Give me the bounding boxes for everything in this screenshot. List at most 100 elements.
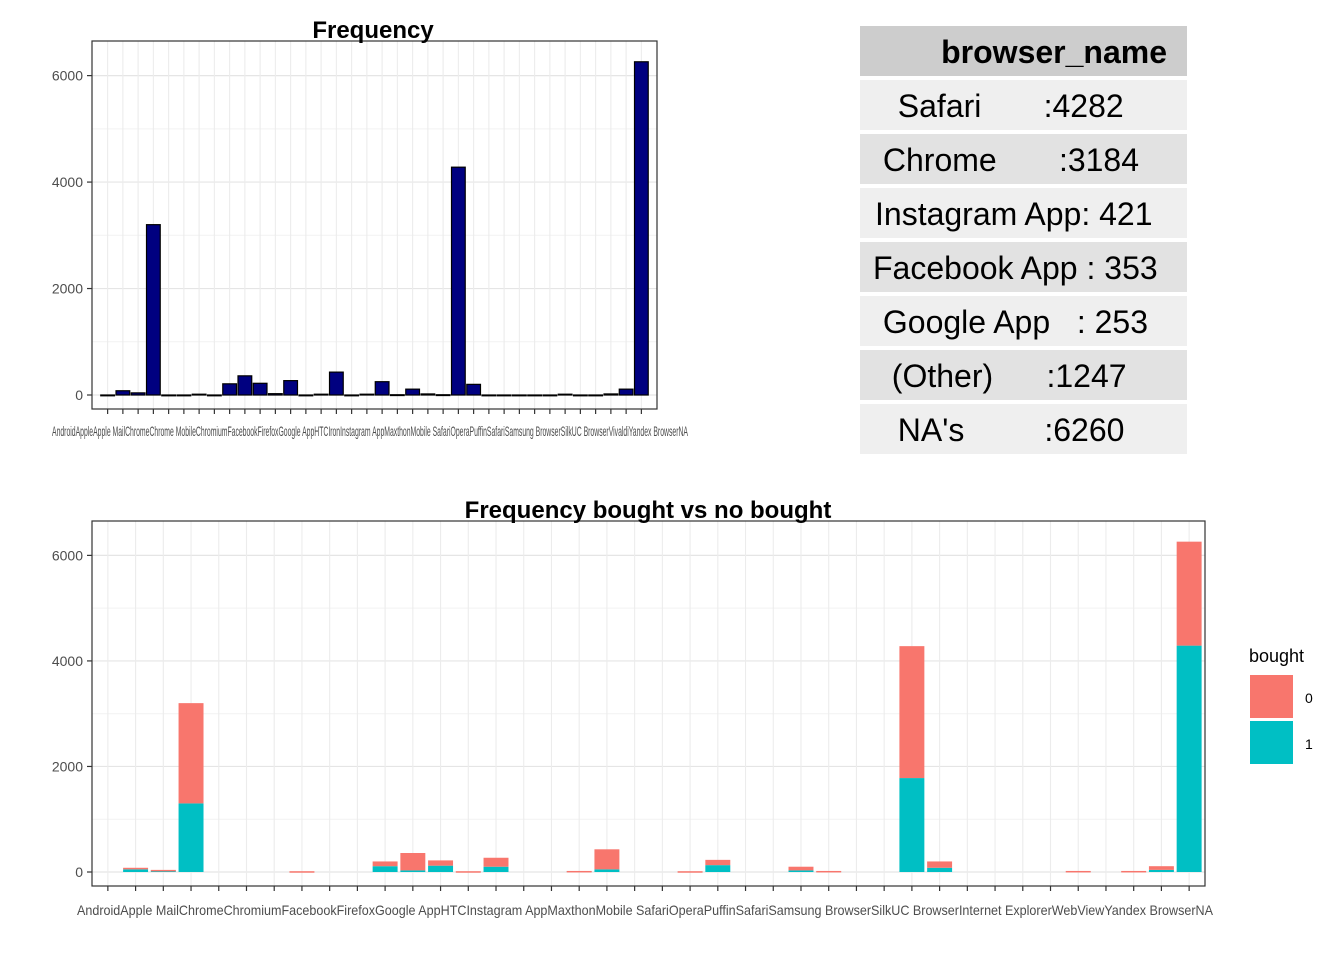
frequency-y-tick-label: 0: [75, 387, 83, 403]
bought-bar-segment-1: [123, 869, 149, 872]
bought-bar-segment-0: [1121, 870, 1147, 873]
frequency-x-tick-labels: AndroidAppleApple MailChromeChrome Mobil…: [52, 423, 688, 439]
frequency-bars: [100, 61, 649, 397]
bought-bar-segment-0: [927, 861, 953, 868]
frequency-bar: [542, 394, 558, 397]
summary-header: browser_name: [860, 26, 1187, 76]
bought-bar-segment-0: [123, 867, 149, 870]
frequency-bar: [206, 394, 222, 397]
frequency-panel-border: [91, 40, 658, 410]
frequency-bar: [557, 393, 573, 396]
frequency-bar: [481, 394, 497, 397]
bought-y-tick-label: 0: [75, 864, 83, 880]
bought-bar-segment-1: [899, 778, 925, 872]
frequency-bar: [237, 375, 253, 396]
frequency-bar: [374, 381, 390, 396]
bought-panel: [92, 521, 1205, 886]
summary-row: Safari :4282: [860, 80, 1187, 130]
bought-bar-segment-1: [400, 870, 426, 872]
frequency-bar: [405, 388, 421, 396]
bought-bar-segment-0: [1065, 870, 1091, 873]
frequency-bar: [252, 382, 268, 396]
frequency-bar: [313, 393, 329, 396]
browser-summary-table: browser_name Safari :4282 Chrome :3184 I…: [860, 26, 1187, 458]
frequency-bar: [283, 380, 299, 396]
bought-bar-segment-1: [372, 866, 398, 872]
bought-x-tick-labels: AndroidApple MailChromeChromiumFacebookF…: [77, 902, 1214, 918]
bought-bar-segment-1: [594, 869, 620, 872]
bought-y-tick-label: 2000: [52, 758, 83, 774]
frequency-bar: [145, 224, 161, 396]
legend-title: bought: [1249, 646, 1304, 666]
bought-bar-segment-1: [428, 865, 454, 872]
frequency-bar: [344, 394, 360, 397]
frequency-bar: [130, 392, 146, 396]
bought-bar-segment-1: [483, 866, 509, 872]
legend-swatch-0: [1250, 675, 1293, 718]
bought-bar-segment-0: [178, 703, 204, 804]
bought-bar-segment-0: [289, 871, 315, 873]
bought-bar-segment-0: [483, 857, 509, 867]
summary-row: (Other) :1247: [860, 350, 1187, 400]
frequency-bar: [222, 383, 238, 396]
bought-bar-segment-1: [178, 803, 204, 872]
frequency-bar: [466, 383, 482, 396]
bought-y-tick-label: 4000: [52, 653, 83, 669]
frequency-title: Frequency: [312, 17, 434, 44]
bought-bar-segment-0: [816, 870, 842, 873]
frequency-y-ticks: 0 2000 4000 6000: [52, 68, 92, 403]
bought-bars: [123, 541, 1202, 873]
bought-y-tick-label: 6000: [52, 547, 83, 563]
frequency-bar: [527, 394, 543, 397]
frequency-bar: [176, 394, 192, 397]
bought-bar-segment-0: [428, 860, 454, 866]
frequency-bar: [161, 394, 177, 397]
frequency-bar: [389, 394, 405, 397]
frequency-bar: [633, 61, 649, 396]
summary-row: Facebook App : 353: [860, 242, 1187, 292]
frequency-bar: [298, 394, 314, 397]
frequency-chart: 0 2000 4000 6000 AndroidAppleApple MailChro…: [52, 17, 688, 439]
bought-bar-segment-0: [788, 866, 814, 871]
frequency-bar: [328, 371, 344, 396]
bought-bar-segment-1: [927, 867, 953, 872]
bought-bar-segment-0: [1176, 541, 1202, 646]
legend-label-0: 0: [1305, 690, 1313, 706]
bought-bar-segment-0: [566, 870, 592, 873]
legend-label-1: 1: [1305, 736, 1313, 752]
bought-bar-segment-0: [150, 869, 176, 872]
frequency-bar: [450, 166, 466, 396]
bought-bar-segment-0: [1148, 866, 1174, 870]
bought-bar-segment-0: [455, 871, 481, 873]
frequency-bar: [420, 393, 436, 396]
legend-swatch-1: [1250, 721, 1293, 764]
bought-bar-segment-0: [594, 849, 620, 870]
frequency-y-tick-label: 6000: [52, 68, 83, 84]
summary-row: Google App : 253: [860, 296, 1187, 346]
bought-bar-segment-1: [1148, 869, 1174, 872]
frequency-bar: [588, 394, 604, 397]
frequency-bar: [435, 394, 451, 397]
bought-bar-segment-0: [705, 859, 731, 866]
frequency-bar: [100, 394, 116, 397]
frequency-bar: [191, 393, 207, 396]
summary-row: Chrome :3184: [860, 134, 1187, 184]
frequency-bar: [511, 394, 527, 397]
bought-panel-border: [91, 520, 1206, 887]
summary-row: NA's :6260: [860, 404, 1187, 454]
bought-bar-segment-0: [400, 853, 426, 871]
frequency-panel: [92, 41, 657, 409]
frequency-bar: [572, 394, 588, 397]
summary-row: Instagram App: 421: [860, 188, 1187, 238]
frequency-bar: [496, 394, 512, 397]
bought-title: Frequency bought vs no bought: [465, 497, 832, 524]
bought-x-ticks: [107, 886, 1190, 891]
bought-bar-segment-0: [677, 871, 703, 873]
frequency-bar: [618, 388, 634, 396]
bought-bar-segment-1: [705, 865, 731, 872]
frequency-x-ticks: [107, 409, 642, 414]
frequency-bar: [267, 393, 283, 396]
bought-y-ticks: 0 2000 4000 6000: [52, 547, 92, 880]
frequency-bar: [115, 390, 131, 396]
